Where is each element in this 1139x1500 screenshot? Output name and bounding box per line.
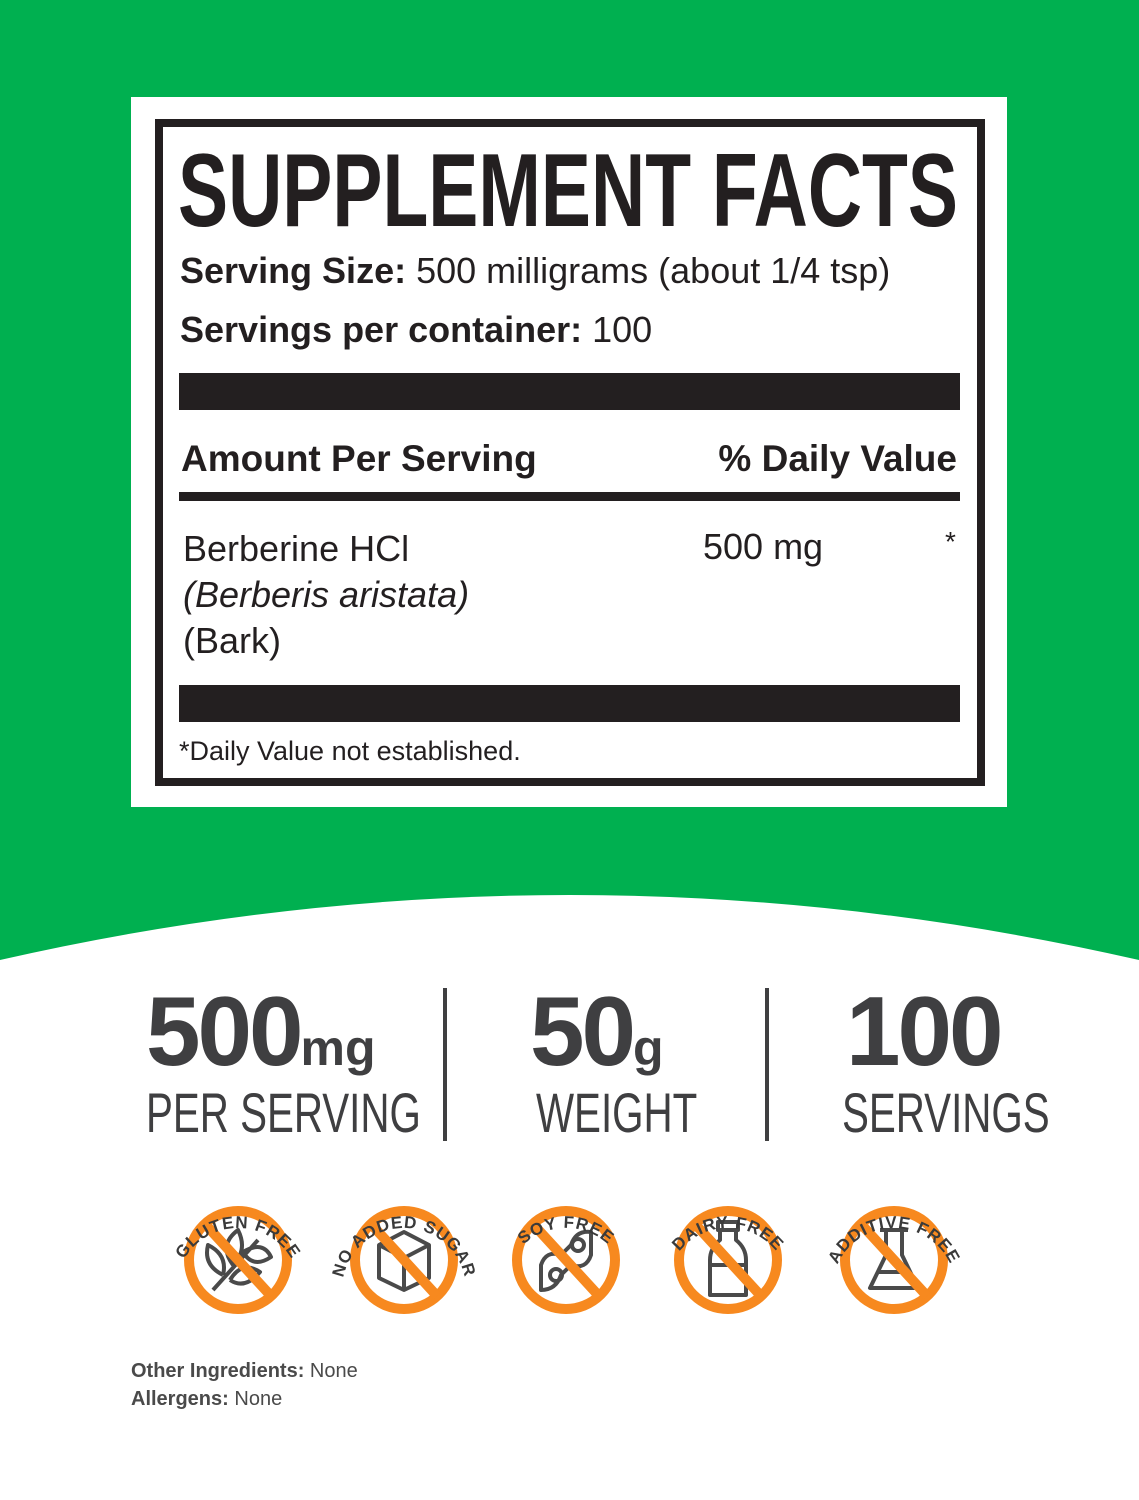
stat-unit: mg: [300, 1020, 376, 1076]
stat-number: 100: [846, 976, 1004, 1086]
stat-per-serving: 500mg PER SERVING: [146, 975, 421, 1145]
serving-size-value: 500 milligrams (about 1/4 tsp): [416, 250, 891, 291]
amount-per-serving-header: Amount Per Serving: [181, 438, 537, 479]
prohibited-slash-icon: [857, 1220, 931, 1300]
ingredient-latin: (Berberis aristata): [183, 574, 470, 615]
other-ingredients-label: Other Ingredients:: [131, 1360, 305, 1382]
prohibited-ring-icon: [840, 1206, 948, 1314]
prohibited-slash-icon: [529, 1220, 603, 1300]
stat-number: 50: [530, 976, 636, 1086]
thick-divider-bottom: [179, 685, 960, 722]
ingredient-dv: *: [945, 526, 956, 557]
other-ingredients-value: None: [309, 1360, 358, 1382]
stat-label: WEIGHT: [536, 1081, 698, 1144]
badge-gluten-free: GLUTEN FREE: [171, 1206, 304, 1314]
stat-number: 500: [146, 976, 304, 1086]
other-ingredients: Other Ingredients: None: [131, 1360, 358, 1383]
soybean-icon: [539, 1229, 593, 1292]
allergens-value: None: [234, 1388, 283, 1410]
badge-soy-free: SOY FREE: [512, 1206, 620, 1314]
wheat-icon: [205, 1228, 273, 1292]
stat-label: PER SERVING: [146, 1081, 421, 1144]
allergens: Allergens: None: [131, 1388, 282, 1411]
stat-servings: 100 SERVINGS: [842, 975, 1050, 1145]
badge-additive-free: ADDITIVE FREE: [824, 1206, 963, 1314]
prohibited-ring-icon: [512, 1206, 620, 1314]
servings-label: Servings per container:: [180, 309, 583, 350]
badge-label: DAIRY FREE: [668, 1213, 788, 1255]
prohibited-slash-icon: [367, 1220, 441, 1300]
ingredient-name: Berberine HCl (Berberis aristata) (Bark): [183, 526, 469, 664]
badge-dairy-free: DAIRY FREE: [668, 1206, 788, 1314]
prohibited-slash-icon: [201, 1220, 275, 1300]
stat-divider: [765, 988, 769, 1141]
badge-no-added-sugar: NO ADDED SUGAR: [329, 1206, 478, 1314]
ingredient-amount: 500 mg: [703, 526, 824, 567]
servings-value: 100: [592, 309, 653, 350]
serving-size: Serving Size: 500 milligrams (about 1/4 …: [180, 250, 890, 292]
prohibited-ring-icon: [674, 1206, 782, 1314]
servings-per-container: Servings per container: 100: [180, 309, 652, 351]
daily-value-header: % Daily Value: [718, 438, 957, 479]
header-divider: [179, 492, 960, 501]
serving-size-label: Serving Size:: [180, 250, 407, 291]
allergens-label: Allergens:: [131, 1388, 229, 1410]
thick-divider: [179, 373, 960, 410]
footnote: *Daily Value not established.: [179, 736, 521, 766]
ingredient-part: (Bark): [183, 620, 281, 661]
ingredient-label: Berberine HCl: [183, 528, 410, 569]
prohibited-ring-icon: [350, 1206, 458, 1314]
stat-divider: [443, 988, 447, 1141]
stat-label: SERVINGS: [842, 1081, 1050, 1144]
prohibited-ring-icon: [184, 1206, 292, 1314]
prohibited-slash-icon: [691, 1220, 765, 1300]
facts-title: SUPPLEMENT FACTS: [178, 140, 958, 235]
facts-border: [155, 119, 985, 786]
svg-text:SUPPLEMENT FACTS: SUPPLEMENT FACTS: [178, 140, 958, 235]
stat-weight: 50g WEIGHT: [530, 975, 730, 1145]
stat-unit: g: [633, 1020, 664, 1076]
